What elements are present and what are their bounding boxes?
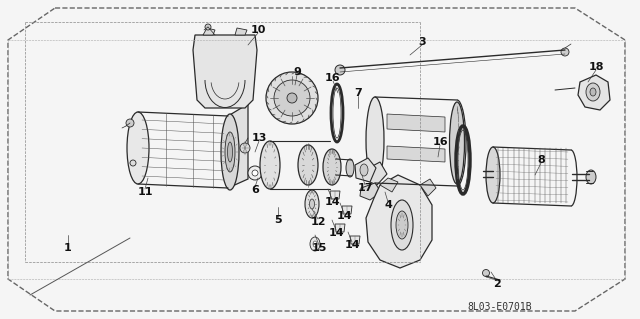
Text: 12: 12 xyxy=(310,217,326,227)
Polygon shape xyxy=(228,104,248,188)
Ellipse shape xyxy=(366,97,384,183)
Text: 14: 14 xyxy=(344,240,360,250)
Ellipse shape xyxy=(310,237,320,251)
Ellipse shape xyxy=(396,211,408,239)
Ellipse shape xyxy=(248,166,262,180)
Text: 9: 9 xyxy=(293,67,301,77)
Text: 14: 14 xyxy=(324,197,340,207)
Polygon shape xyxy=(387,114,445,132)
Ellipse shape xyxy=(483,270,490,277)
Polygon shape xyxy=(578,75,610,110)
Ellipse shape xyxy=(274,80,310,116)
Ellipse shape xyxy=(266,72,318,124)
Ellipse shape xyxy=(127,112,149,184)
Ellipse shape xyxy=(205,24,211,30)
Text: 14: 14 xyxy=(336,211,352,221)
Polygon shape xyxy=(355,158,376,182)
Text: 16: 16 xyxy=(432,137,448,147)
Polygon shape xyxy=(235,28,247,35)
Text: 2: 2 xyxy=(493,279,501,289)
Ellipse shape xyxy=(252,170,258,176)
Text: 1: 1 xyxy=(64,243,72,253)
Ellipse shape xyxy=(305,190,319,218)
Ellipse shape xyxy=(590,88,596,96)
Ellipse shape xyxy=(260,141,280,189)
Polygon shape xyxy=(387,146,445,162)
Polygon shape xyxy=(203,28,215,35)
Ellipse shape xyxy=(221,114,239,190)
Text: 7: 7 xyxy=(354,88,362,98)
Ellipse shape xyxy=(346,159,354,177)
Ellipse shape xyxy=(310,199,314,209)
Text: 11: 11 xyxy=(137,187,153,197)
Text: 17: 17 xyxy=(357,183,372,193)
Ellipse shape xyxy=(335,65,345,75)
Ellipse shape xyxy=(391,200,413,250)
Ellipse shape xyxy=(561,48,569,56)
Ellipse shape xyxy=(323,149,341,185)
Ellipse shape xyxy=(313,241,317,247)
Ellipse shape xyxy=(227,142,232,162)
Polygon shape xyxy=(380,178,398,192)
Ellipse shape xyxy=(126,119,134,127)
Polygon shape xyxy=(342,206,352,214)
Text: 14: 14 xyxy=(328,228,344,238)
Polygon shape xyxy=(420,179,436,196)
Polygon shape xyxy=(360,183,381,200)
Text: 6: 6 xyxy=(251,185,259,195)
Text: 16: 16 xyxy=(325,73,341,83)
Ellipse shape xyxy=(586,83,600,101)
Polygon shape xyxy=(366,175,432,268)
Polygon shape xyxy=(330,191,340,199)
Text: 8: 8 xyxy=(537,155,545,165)
Polygon shape xyxy=(365,162,387,185)
Polygon shape xyxy=(335,224,345,232)
Ellipse shape xyxy=(240,143,250,153)
Text: 8L03-E0701B: 8L03-E0701B xyxy=(468,302,532,312)
Text: 4: 4 xyxy=(384,200,392,210)
Ellipse shape xyxy=(298,145,318,185)
Text: 15: 15 xyxy=(311,243,326,253)
Ellipse shape xyxy=(449,102,465,184)
Ellipse shape xyxy=(360,164,368,176)
Text: 3: 3 xyxy=(418,37,426,47)
Text: 5: 5 xyxy=(274,215,282,225)
Ellipse shape xyxy=(225,132,235,172)
Ellipse shape xyxy=(486,147,500,203)
Polygon shape xyxy=(193,35,257,108)
Polygon shape xyxy=(350,236,360,244)
Text: 18: 18 xyxy=(588,62,604,72)
Text: 13: 13 xyxy=(252,133,267,143)
Ellipse shape xyxy=(130,160,136,166)
Text: 10: 10 xyxy=(250,25,266,35)
Ellipse shape xyxy=(586,170,596,184)
Ellipse shape xyxy=(287,93,297,103)
